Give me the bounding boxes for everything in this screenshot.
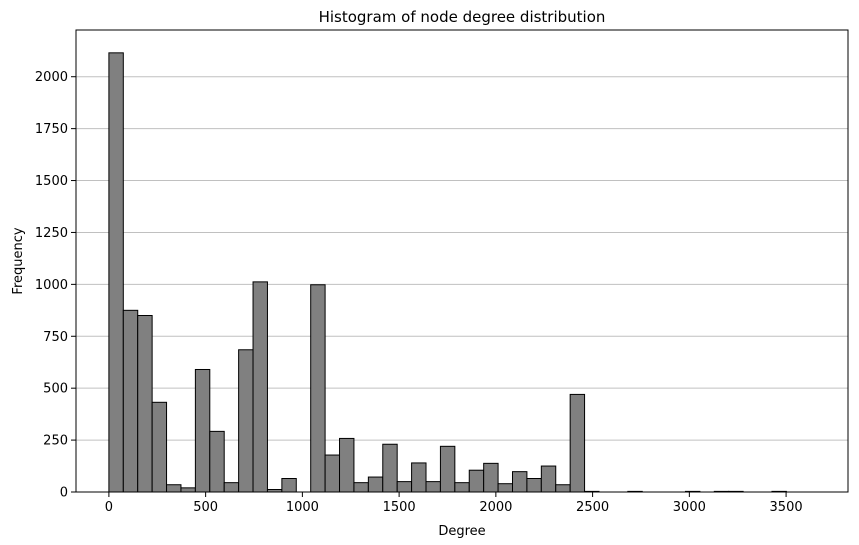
bars-group [108, 52, 787, 493]
histogram-bar [483, 462, 499, 493]
histogram-bar [281, 478, 297, 493]
histogram-bar [180, 487, 196, 493]
x-tick-label: 0 [105, 500, 113, 515]
histogram-bar [425, 481, 441, 493]
histogram-bar [396, 481, 413, 493]
x-tick-label: 2000 [479, 500, 512, 515]
histogram-bar [569, 393, 586, 493]
histogram-bar [122, 309, 139, 493]
histogram-bar [166, 484, 182, 493]
histogram-bar [540, 465, 557, 493]
grid-lines [76, 76, 848, 441]
histogram-bar [209, 430, 225, 493]
x-axis-label: Degree [438, 524, 485, 539]
histogram-bar [194, 368, 211, 493]
histogram-bar [411, 462, 427, 493]
histogram-bar [526, 478, 542, 493]
histogram-bar [468, 469, 485, 493]
x-axis-ticks: 0 500 1000 1500 2000 2500 3000 3500 [105, 492, 803, 515]
y-tick-label: 1750 [35, 122, 68, 137]
histogram-bar [367, 476, 384, 493]
y-axis-ticks: 0 250 500 750 1000 1250 1500 1750 2000 [35, 70, 76, 501]
histogram-bar [497, 483, 513, 493]
x-tick-label: 1500 [383, 500, 416, 515]
plot-frame [75, 29, 849, 493]
y-tick-label: 1500 [35, 174, 68, 189]
histogram-bar [454, 482, 470, 493]
histogram-bar [353, 482, 369, 493]
y-tick-label: 1250 [35, 226, 68, 241]
x-tick-label: 3000 [673, 500, 706, 515]
y-tick-label: 0 [60, 486, 68, 501]
histogram-bar [223, 482, 240, 493]
x-tick-label: 3500 [770, 500, 803, 515]
histogram-bar [310, 284, 326, 493]
histogram-bar [238, 349, 254, 493]
x-tick-label: 500 [193, 500, 218, 515]
y-tick-label: 500 [43, 382, 68, 397]
y-axis-label: Frequency [11, 227, 26, 294]
histogram-bar [382, 443, 398, 493]
chart-title: Histogram of node degree distribution [319, 8, 606, 26]
histogram-bar [137, 315, 153, 493]
histogram-bar [324, 454, 341, 493]
histogram-bar [151, 401, 168, 493]
histogram-bar [252, 281, 268, 493]
y-tick-label: 1000 [35, 278, 68, 293]
histogram-bar [555, 484, 571, 493]
histogram-bar [511, 471, 528, 493]
x-tick-label: 2500 [576, 500, 609, 515]
histogram-bar [339, 437, 355, 493]
y-tick-label: 2000 [35, 70, 68, 85]
y-tick-label: 250 [43, 434, 68, 449]
x-tick-label: 1000 [286, 500, 319, 515]
histogram-bar [108, 52, 124, 493]
histogram-bar [439, 445, 456, 493]
y-tick-label: 750 [43, 330, 68, 345]
